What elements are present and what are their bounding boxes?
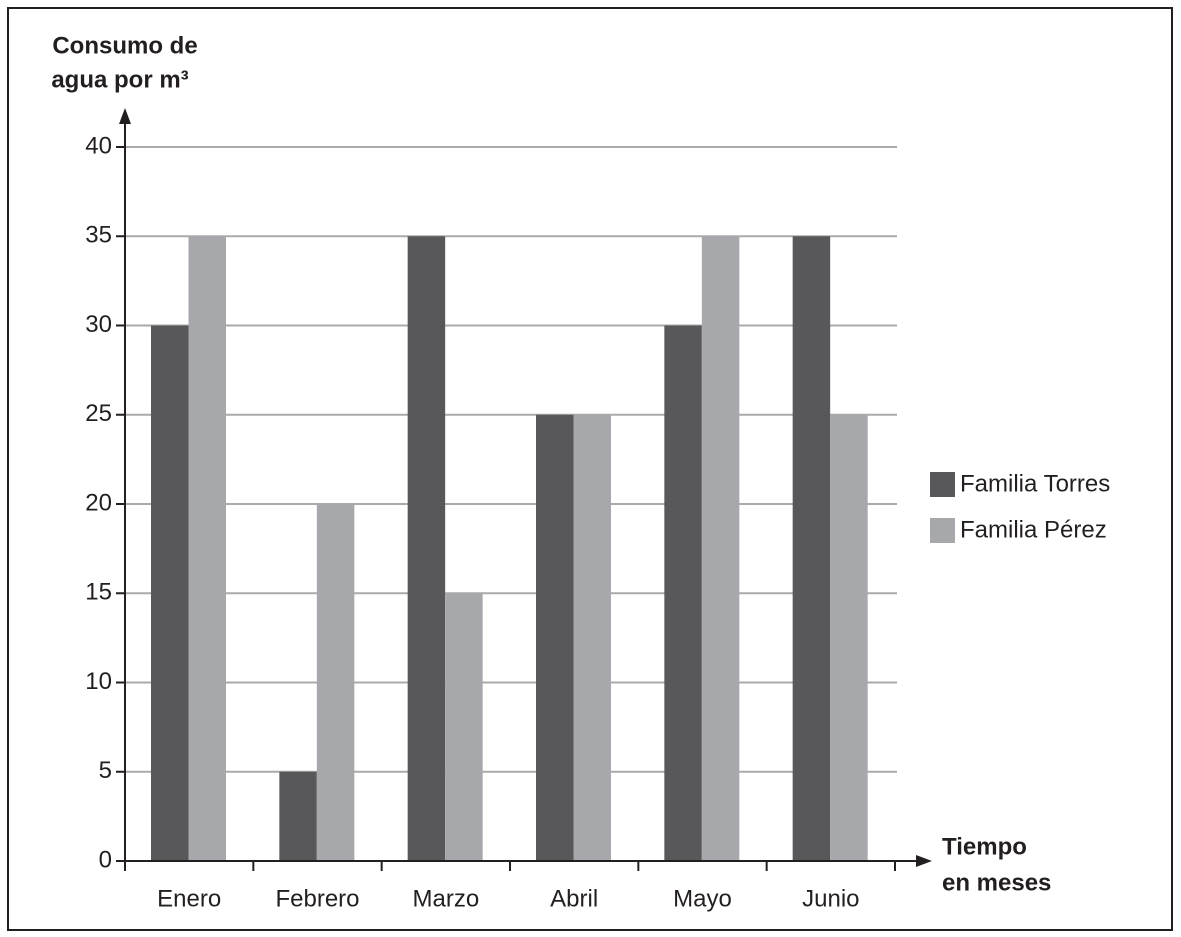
y-tick-label: 15 [85,579,112,606]
legend-swatch [930,472,955,497]
x-tick-label: Junio [802,885,859,912]
bar [316,504,355,861]
bar [279,771,317,861]
bar [188,236,226,861]
y-tick-label: 20 [85,489,112,516]
x-tick-label: Marzo [412,885,479,912]
bar [701,236,740,861]
bar [664,325,702,861]
y-axis-label: agua por m³ [51,66,188,93]
y-tick-label: 25 [85,400,112,427]
bar [151,325,189,861]
x-axis-label: Tiempo [942,833,1027,860]
bar [536,414,574,861]
legend-label: Familia Torres [960,470,1110,497]
legend-swatch [930,518,955,543]
x-tick-label: Enero [157,885,221,912]
y-tick-label: 0 [99,846,112,873]
bar [573,414,611,861]
bar [830,414,868,861]
bar [792,236,831,861]
x-axis-label: en meses [942,869,1051,896]
bar [407,236,446,861]
y-tick-label: 40 [85,132,112,159]
y-tick-label: 10 [85,668,112,695]
x-tick-label: Mayo [673,885,732,912]
legend-label: Familia Pérez [960,516,1107,543]
y-axis-label: Consumo de [52,32,197,59]
y-tick-label: 5 [99,757,112,784]
y-tick-label: 30 [85,311,112,338]
x-tick-label: Febrero [275,885,359,912]
y-axis-arrow [119,108,131,124]
x-axis-arrow [916,855,932,867]
bar [445,593,483,861]
y-tick-label: 35 [85,222,112,249]
x-tick-label: Abril [550,885,598,912]
